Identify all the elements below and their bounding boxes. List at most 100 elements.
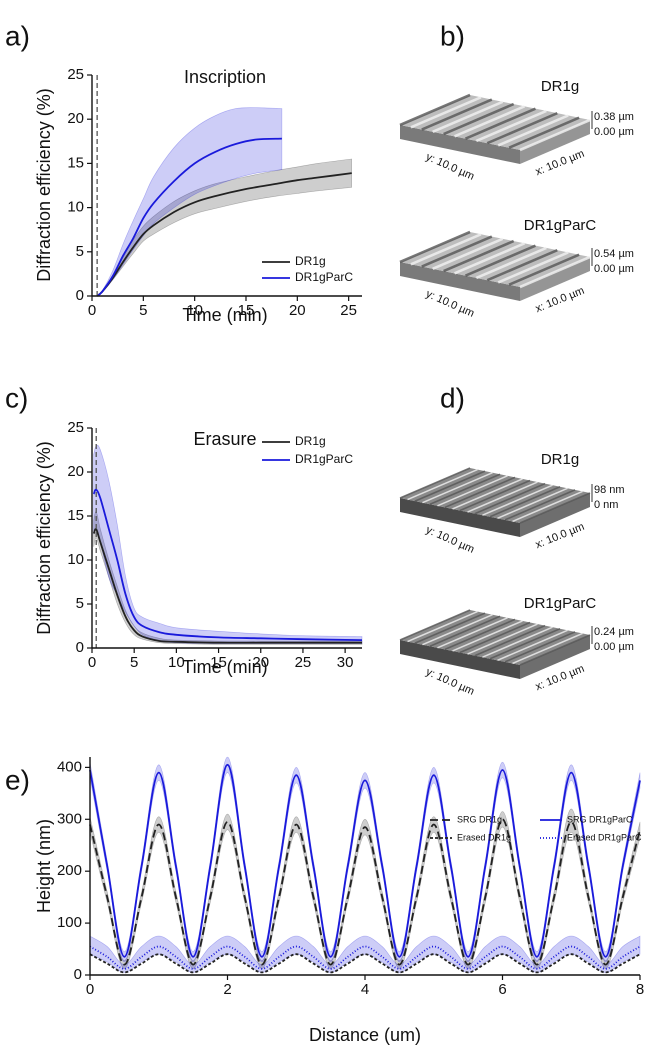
surface-ridge xyxy=(482,626,553,658)
series-line xyxy=(92,528,362,644)
image-title: DR1gParC xyxy=(524,217,597,234)
surface-ridge xyxy=(519,118,591,152)
z-min-label: 0 nm xyxy=(594,499,618,511)
y-tick-label: 15 xyxy=(67,507,84,524)
y-tick-label: 25 xyxy=(67,66,84,83)
surface-ridge xyxy=(429,615,501,647)
surface-ridge xyxy=(497,629,568,662)
surface-ridge xyxy=(429,473,501,505)
y-axis-label: y: 10.0 µm xyxy=(424,151,476,183)
surface-ridge xyxy=(508,253,580,286)
x-tick-label: 0 xyxy=(88,302,96,319)
surface-ridge xyxy=(474,482,546,515)
y-axis-label: Diffraction efficiency (%) xyxy=(34,441,54,634)
y-tick-label: 100 xyxy=(57,914,82,931)
z-max-label: 0.24 µm xyxy=(594,626,634,638)
panel-label: e) xyxy=(5,764,30,795)
y-tick-label: 5 xyxy=(76,243,84,260)
error-band xyxy=(89,756,641,963)
surface-ridge xyxy=(474,624,546,657)
surface-ridge xyxy=(454,105,526,138)
error-band xyxy=(89,935,641,973)
surface-ridge xyxy=(467,623,538,655)
z-max-label: 0.54 µm xyxy=(594,248,634,260)
y-tick-label: 10 xyxy=(67,199,84,216)
surface-ridge xyxy=(421,235,493,268)
chart-title: Erasure xyxy=(193,429,256,449)
surface-ridge xyxy=(497,251,569,284)
y-tick-label: 0 xyxy=(76,639,84,656)
x-axis-label: Time (min) xyxy=(182,657,267,677)
y-axis-label: y: 10.0 µm xyxy=(424,666,476,698)
surface-ridge xyxy=(399,467,471,499)
y-tick-label: 20 xyxy=(67,463,84,480)
surface-ridge xyxy=(443,102,515,136)
surface-ridge xyxy=(437,617,508,649)
legend-label: DR1gParC xyxy=(295,270,353,284)
series-line xyxy=(89,763,641,958)
legend-label: Erased DR1g xyxy=(457,832,511,842)
chart-title: Inscription xyxy=(184,67,266,87)
legend-label: DR1g xyxy=(295,434,326,448)
z-min-label: 0.00 µm xyxy=(594,263,634,275)
surface-ridge xyxy=(475,246,547,280)
surface-ridge xyxy=(519,492,591,524)
surface-ridge xyxy=(497,114,569,147)
surface-side xyxy=(400,262,520,301)
y-tick-label: 15 xyxy=(67,154,84,171)
y-axis-label: y: 10.0 µm xyxy=(424,524,476,556)
surface-ridge xyxy=(459,479,531,512)
panel-label: a) xyxy=(5,20,30,51)
surface-side xyxy=(520,257,590,301)
surface-side xyxy=(520,635,590,679)
y-tick-label: 20 xyxy=(67,110,84,127)
series-line xyxy=(96,172,352,297)
surface-ridge xyxy=(504,489,576,521)
x-tick-label: 30 xyxy=(337,654,354,671)
series-line xyxy=(89,818,641,966)
surface-ridge xyxy=(512,632,583,665)
surface-ridge xyxy=(486,111,558,145)
z-max-label: 0.38 µm xyxy=(594,111,634,123)
y-tick-label: 0 xyxy=(74,966,82,983)
surface-ridge xyxy=(452,478,523,510)
x-tick-label: 4 xyxy=(361,981,369,998)
error-band xyxy=(93,444,363,644)
y-tick-label: 5 xyxy=(76,595,84,612)
surface-ridge xyxy=(467,481,538,513)
surface-ridge xyxy=(459,621,531,654)
panel-label: d) xyxy=(440,382,465,413)
legend-label: DR1g xyxy=(295,254,326,268)
surface-ridge xyxy=(399,609,471,641)
y-tick-label: 400 xyxy=(57,758,82,775)
legend-label: SRG DR1gParC xyxy=(567,814,633,824)
y-axis-label: Diffraction efficiency (%) xyxy=(34,88,54,281)
surface-ridge xyxy=(407,468,478,501)
surface-top xyxy=(400,95,590,150)
x-tick-label: 0 xyxy=(86,981,94,998)
x-tick-label: 10 xyxy=(186,302,203,319)
x-tick-label: 20 xyxy=(252,654,269,671)
legend-label: SRG DR1g xyxy=(457,814,502,824)
surface-ridge xyxy=(414,470,486,502)
surface-ridge xyxy=(454,242,526,275)
surface-ridge xyxy=(464,244,536,277)
surface-ridge xyxy=(497,487,568,520)
surface-ridge xyxy=(421,98,493,131)
surface-ridge xyxy=(422,613,493,646)
y-tick-label: 25 xyxy=(67,419,84,436)
x-tick-label: 6 xyxy=(498,981,506,998)
x-tick-label: 25 xyxy=(295,654,312,671)
surface-side xyxy=(400,640,520,679)
surface-ridge xyxy=(444,618,516,651)
surface-ridge xyxy=(410,96,482,129)
surface-ridge xyxy=(443,239,515,273)
y-axis-label: y: 10.0 µm xyxy=(424,288,476,320)
y-tick-label: 10 xyxy=(67,551,84,568)
surface-side xyxy=(520,120,590,164)
surface-ridge xyxy=(410,233,482,266)
surface-ridge xyxy=(432,237,504,271)
surface-ridge xyxy=(486,248,558,282)
surface-ridge xyxy=(422,471,493,504)
